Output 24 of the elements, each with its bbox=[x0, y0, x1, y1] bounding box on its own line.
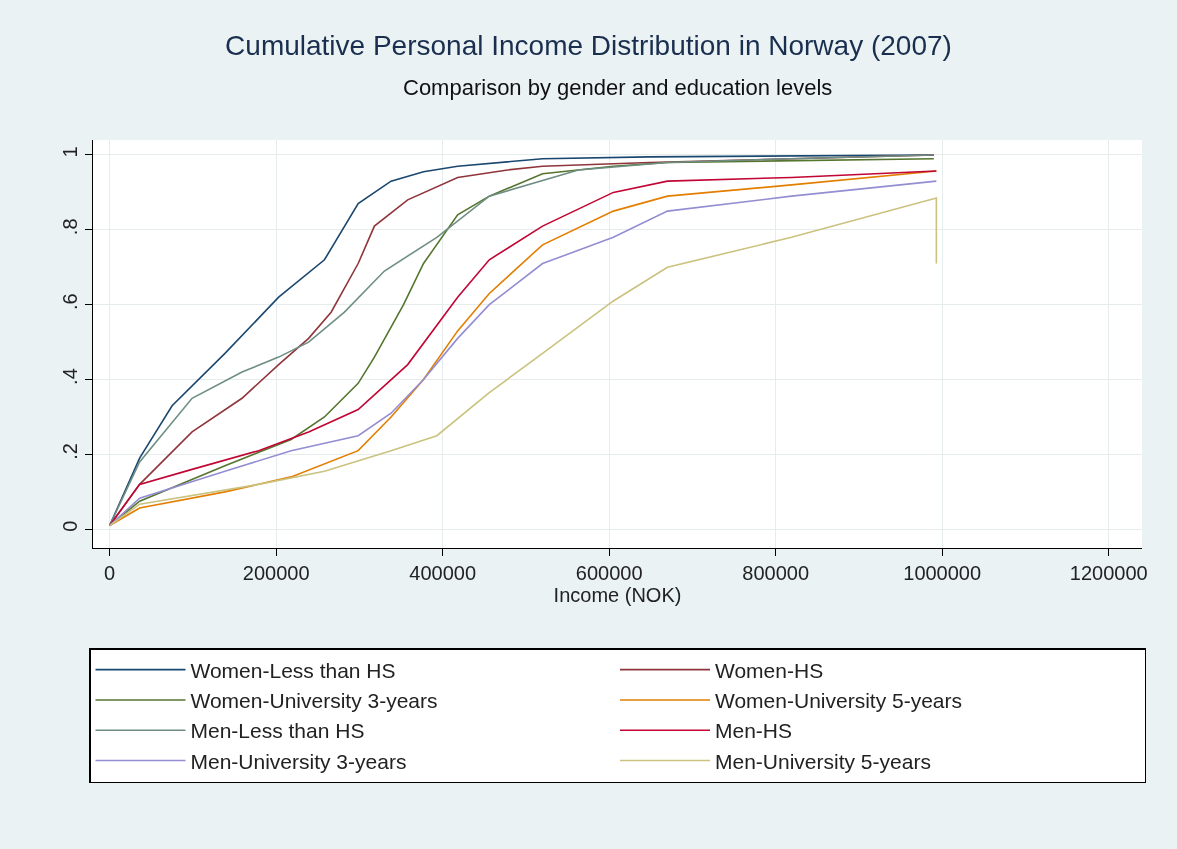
legend-label: Men-HS bbox=[715, 719, 793, 743]
x-tick-label: 1200000 bbox=[1069, 562, 1148, 584]
x-tick-label: 400000 bbox=[409, 562, 477, 584]
chart-title: Cumulative Personal Income Distribution in Norway (2007) bbox=[225, 29, 952, 61]
y-tick-label: .4 bbox=[59, 368, 81, 385]
y-tick-label: .8 bbox=[59, 218, 81, 236]
x-tick-label: 0 bbox=[104, 562, 116, 584]
legend-label: Men-University 3-years bbox=[190, 749, 407, 773]
y-tick-label: 0 bbox=[59, 520, 81, 532]
legend-label: Women-University 5-years bbox=[715, 689, 963, 713]
chart-subtitle: Comparison by gender and education levels bbox=[403, 75, 833, 100]
x-tick-label: 1000000 bbox=[903, 562, 982, 584]
x-axis-title: Income (NOK) bbox=[553, 584, 682, 606]
legend-label: Women-HS bbox=[715, 658, 824, 682]
x-tick-label: 200000 bbox=[242, 562, 310, 584]
legend-label: Women-University 3-years bbox=[190, 689, 438, 713]
legend-label: Women-Less than HS bbox=[190, 658, 396, 682]
x-tick-label: 600000 bbox=[575, 562, 643, 584]
y-tick-label: 1 bbox=[59, 146, 81, 158]
legend-label: Men-Less than HS bbox=[190, 719, 365, 743]
x-tick-label: 800000 bbox=[742, 562, 810, 584]
legend-label: Men-University 5-years bbox=[715, 749, 931, 773]
y-tick-label: .2 bbox=[59, 443, 81, 460]
y-tick-label: .6 bbox=[59, 293, 81, 311]
